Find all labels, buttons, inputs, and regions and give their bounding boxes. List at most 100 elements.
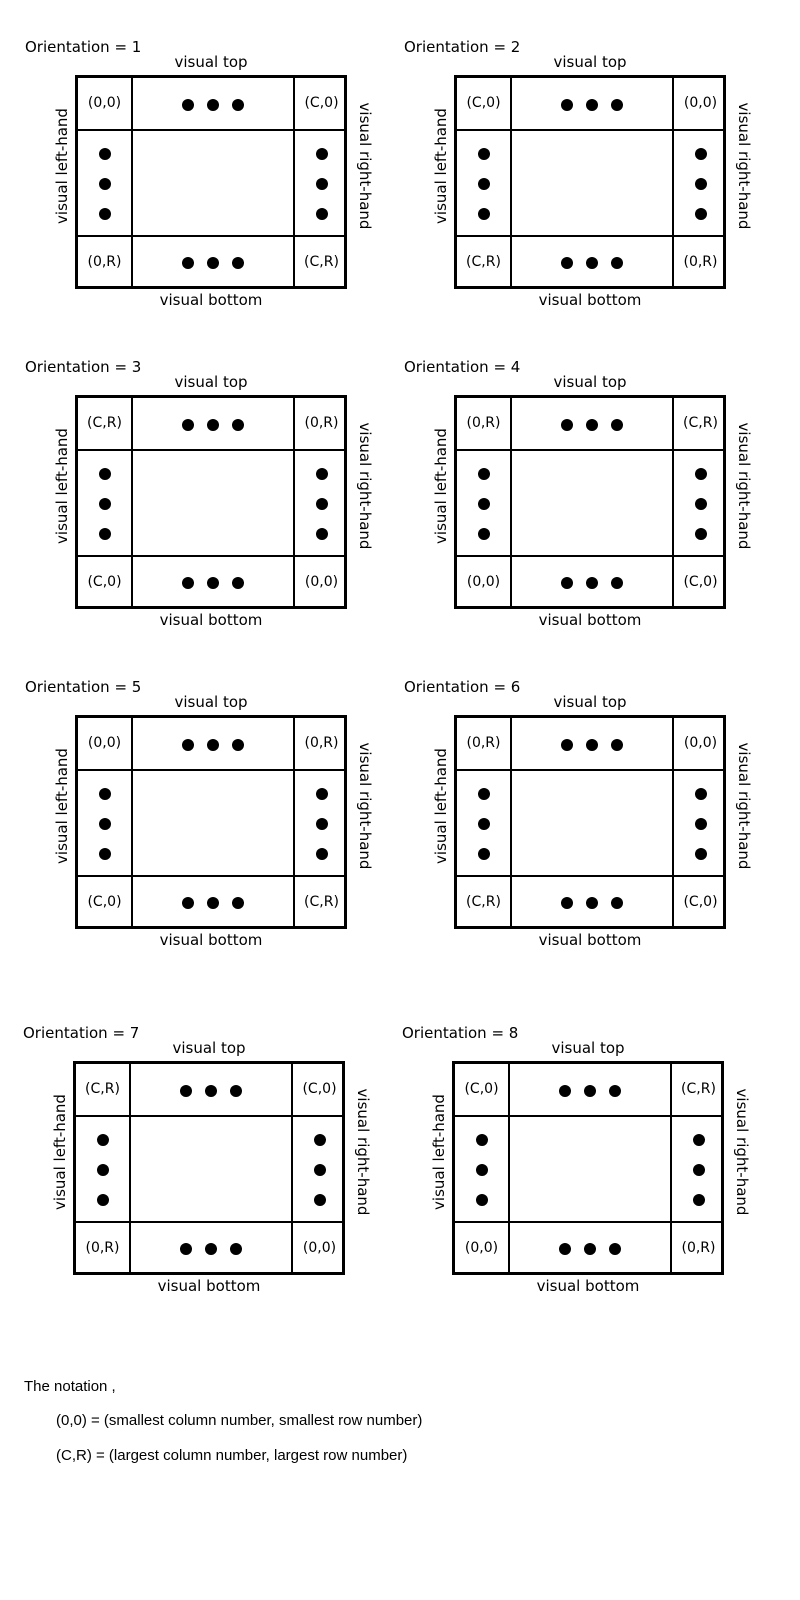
dot xyxy=(477,178,490,190)
ellipsis-top xyxy=(512,419,672,431)
corner-bottom-left: (C,0) xyxy=(87,894,122,910)
grid-divider xyxy=(78,235,344,237)
grid-divider xyxy=(457,129,723,131)
grid-divider xyxy=(293,398,295,606)
dot xyxy=(609,1243,621,1255)
ellipsis-right xyxy=(295,788,348,860)
grid-divider xyxy=(455,1221,721,1223)
dot xyxy=(694,788,707,800)
ellipsis-bottom xyxy=(512,257,672,269)
grid-divider xyxy=(672,718,674,926)
visual-right-label: visual right-hand xyxy=(735,102,753,230)
dot xyxy=(477,148,490,160)
corner-top-left: (C,0) xyxy=(464,1081,499,1097)
dot xyxy=(694,818,707,830)
orientation-panel-3: Orientation = 3 visual top visual left-h… xyxy=(0,355,380,645)
ellipsis-top xyxy=(131,1085,291,1097)
corner-top-left: (0,0) xyxy=(87,95,122,111)
grid-divider xyxy=(76,1115,342,1117)
visual-bottom-label: visual bottom xyxy=(157,1277,261,1295)
dot xyxy=(586,897,598,909)
dot xyxy=(477,528,490,540)
dot xyxy=(477,208,490,220)
notation-line-extent: (C,R) = (largest column number, largest … xyxy=(56,1447,408,1464)
visual-right-label: visual right-hand xyxy=(356,742,374,870)
visual-left-label: visual left-hand xyxy=(432,108,450,224)
grid-divider xyxy=(670,1064,672,1272)
dot xyxy=(475,1164,488,1176)
visual-top-label: visual top xyxy=(172,1039,246,1057)
orientation-panel-5: Orientation = 5 visual top visual left-h… xyxy=(0,675,380,965)
dot xyxy=(98,148,111,160)
corner-bottom-right: (C,R) xyxy=(304,254,339,270)
visual-top-label: visual top xyxy=(174,373,248,391)
grid-divider xyxy=(457,875,723,877)
dot xyxy=(207,897,219,909)
dot xyxy=(477,818,490,830)
ellipsis-top xyxy=(510,1085,670,1097)
grid-divider xyxy=(76,1221,342,1223)
dot xyxy=(98,788,111,800)
visual-right-label: visual right-hand xyxy=(735,422,753,550)
dot xyxy=(232,897,244,909)
visual-top-label: visual top xyxy=(174,693,248,711)
dot xyxy=(315,848,328,860)
dot xyxy=(230,1243,242,1255)
orientation-panel-6: Orientation = 6 visual top visual left-h… xyxy=(379,675,759,965)
dot xyxy=(559,1243,571,1255)
dot xyxy=(232,739,244,751)
corner-bottom-right: (0,0) xyxy=(302,1240,337,1256)
grid-divider xyxy=(293,78,295,286)
dot xyxy=(611,897,623,909)
ellipsis-left xyxy=(78,788,131,860)
dot xyxy=(477,468,490,480)
ellipsis-top xyxy=(133,739,293,751)
grid-divider xyxy=(78,449,344,451)
visual-right-label: visual right-hand xyxy=(356,102,374,230)
ellipsis-left xyxy=(455,1134,508,1206)
ellipsis-right xyxy=(295,148,348,220)
dot xyxy=(182,739,194,751)
dot xyxy=(694,468,707,480)
dot xyxy=(315,148,328,160)
dot xyxy=(561,897,573,909)
image-grid-box: (0,R) (C,R) (0,0) (C,0) xyxy=(454,395,726,609)
corner-top-left: (C,0) xyxy=(466,95,501,111)
ellipsis-left xyxy=(457,148,510,220)
ellipsis-bottom xyxy=(131,1243,291,1255)
visual-bottom-label: visual bottom xyxy=(538,611,642,629)
notation-line-origin: (0,0) = (smallest column number, smalles… xyxy=(56,1412,423,1429)
dot xyxy=(561,739,573,751)
corner-top-right: (C,0) xyxy=(302,1081,337,1097)
dot xyxy=(98,848,111,860)
orientation-panel-2: Orientation = 2 visual top visual left-h… xyxy=(379,35,759,325)
ellipsis-bottom xyxy=(133,257,293,269)
ellipsis-left xyxy=(78,148,131,220)
orientation-panel-4: Orientation = 4 visual top visual left-h… xyxy=(379,355,759,645)
corner-bottom-left: (C,0) xyxy=(87,574,122,590)
dot xyxy=(315,178,328,190)
corner-bottom-left: (0,0) xyxy=(464,1240,499,1256)
corner-top-right: (0,0) xyxy=(683,735,718,751)
corner-bottom-right: (C,R) xyxy=(304,894,339,910)
orientation-title: Orientation = 1 xyxy=(25,38,142,56)
orientation-title: Orientation = 5 xyxy=(25,678,142,696)
dot xyxy=(586,419,598,431)
grid-divider xyxy=(78,875,344,877)
grid-divider xyxy=(293,718,295,926)
corner-bottom-right: (C,0) xyxy=(683,574,718,590)
dot xyxy=(694,208,707,220)
grid-divider xyxy=(131,78,133,286)
visual-left-label: visual left-hand xyxy=(53,428,71,544)
dot xyxy=(98,498,111,510)
dot xyxy=(96,1134,109,1146)
dot xyxy=(207,419,219,431)
dot xyxy=(315,528,328,540)
grid-divider xyxy=(457,449,723,451)
image-grid-box: (C,R) (0,R) (C,0) (0,0) xyxy=(75,395,347,609)
orientation-title: Orientation = 4 xyxy=(404,358,521,376)
visual-left-label: visual left-hand xyxy=(432,428,450,544)
dot xyxy=(561,99,573,111)
dot xyxy=(477,498,490,510)
dot xyxy=(313,1134,326,1146)
